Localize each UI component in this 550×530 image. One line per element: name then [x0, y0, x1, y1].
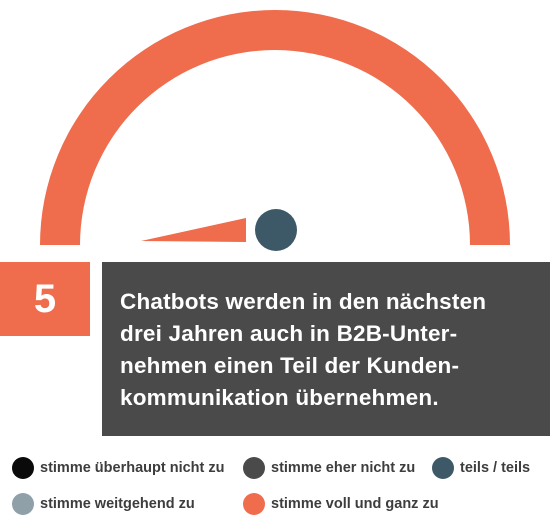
gauge-chart [40, 10, 510, 251]
gauge-arc-segment [40, 10, 510, 245]
legend: stimme überhaupt nicht zu stimme eher ni… [12, 452, 550, 522]
legend-dot-icon [432, 457, 454, 479]
statement-line-3: nehmen einen Teil der Kunden- [120, 353, 460, 378]
statement-line-2: drei Jahren auch in B2B-Unter- [120, 321, 458, 346]
legend-dot-icon [12, 457, 34, 479]
statement-line-1: Chatbots werden in den nächsten [120, 289, 487, 314]
legend-item-stimme-weitgehend-zu: stimme weitgehend zu [12, 492, 195, 516]
legend-item-teils-teils: teils / teils [432, 456, 530, 480]
statement-text: Chatbots werden in den nächsten drei Jah… [120, 286, 538, 414]
legend-dot-icon [243, 457, 265, 479]
legend-label: stimme eher nicht zu [271, 460, 416, 476]
statement-line-4: kommunikation übernehmen. [120, 385, 439, 410]
legend-label: stimme voll und ganz zu [271, 496, 439, 512]
gauge-hub [255, 209, 297, 251]
statement-box: Chatbots werden in den nächsten drei Jah… [102, 262, 550, 436]
legend-label: stimme überhaupt nicht zu [40, 460, 225, 476]
legend-item-stimme-ueberhaupt-nicht-zu: stimme überhaupt nicht zu [12, 456, 225, 480]
legend-dot-icon [243, 493, 265, 515]
legend-label: stimme weitgehend zu [40, 496, 195, 512]
legend-item-stimme-eher-nicht-zu: stimme eher nicht zu [243, 456, 415, 480]
legend-label: teils / teils [460, 460, 531, 476]
legend-dot-icon [12, 493, 34, 515]
statement-number: 5 [33, 276, 57, 321]
legend-item-stimme-voll-und-ganz-zu: stimme voll und ganz zu [243, 492, 439, 516]
gauge-needle [141, 218, 246, 242]
gauge-arc-group [40, 10, 510, 245]
statement-number-box: 5 [0, 262, 90, 336]
